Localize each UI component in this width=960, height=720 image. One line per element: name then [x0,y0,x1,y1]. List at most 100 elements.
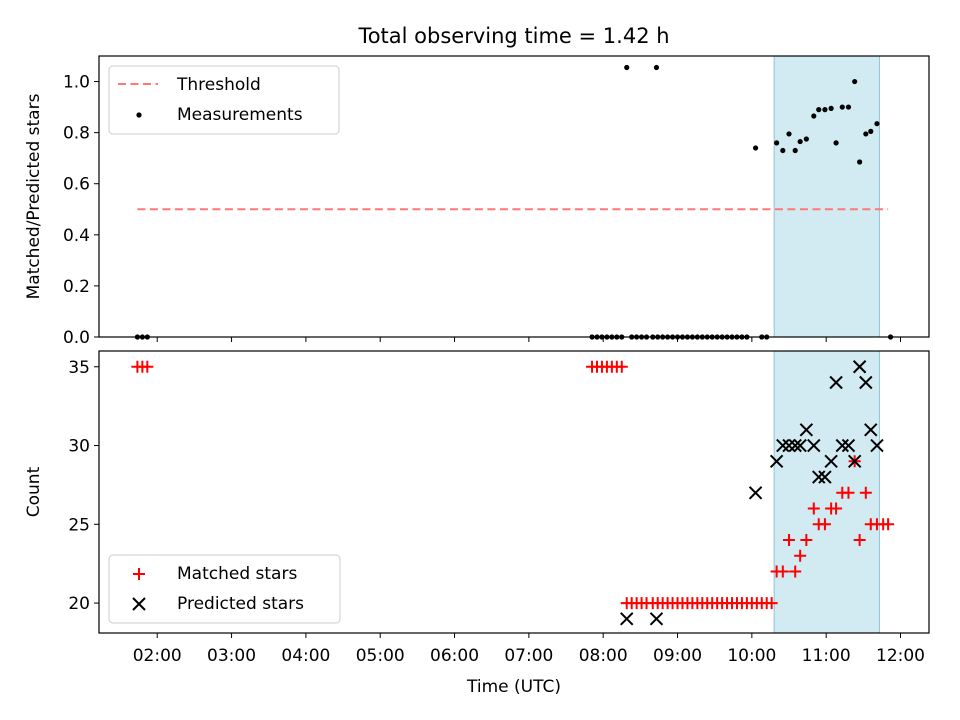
measurement-point [863,131,869,137]
measurement-point [868,128,874,134]
predicted-star-point [852,360,867,374]
predicted-star-point [818,470,832,484]
predicted-star-point [776,438,790,453]
measurement-point [752,145,759,151]
predicted-star-point [807,438,821,453]
matched-star-point [794,549,807,562]
legend-label: Threshold [176,75,261,95]
predicted-star-point [799,423,814,437]
predicted-star-point [824,454,838,468]
measurement-point [653,64,660,71]
legend-label: Measurements [177,105,303,125]
measurement-point [774,140,780,146]
predicted-star-point [859,375,873,390]
y-tick-label: 25 [68,515,90,535]
matched-star-point [776,565,789,578]
legend-label: Predicted stars [177,594,304,614]
legend-label: Matched stars [177,564,297,584]
predicted-star-point [864,423,878,437]
measurement-point [845,104,852,110]
measurement-point [797,138,803,145]
top-panel: 0.0 0.2 0.4 0.6 0.8 1.0 Matched/Predicted star… [24,55,930,348]
measurement-point [822,107,828,113]
x-tick-label: 02:00 [133,646,182,666]
y-axis-label: Count [24,466,44,517]
x-tick-label: 12:00 [876,646,925,666]
predicted-star-point [788,438,802,453]
measurement-point [874,121,880,127]
measurement-point [833,140,839,146]
x-tick-label: 03:00 [207,646,256,666]
measurement-point [816,107,822,113]
measurement-point [803,136,809,142]
series-plus [131,360,895,610]
matched-star-point [615,360,628,373]
measurement-point [780,147,786,154]
x-tick-label: 04:00 [281,646,330,666]
bottom-panel: 20 25 30 35 02:00 03:00 04:00 05:00 06:00 07:00 08… [24,350,930,697]
matched-star-point [842,486,855,499]
y-axis-label: Matched/Predicted stars [24,93,44,299]
x-axis-label: Time (UTC) [466,677,561,697]
matched-star-point [783,534,796,547]
series-x [620,360,884,626]
x-tick-label: 10:00 [727,646,776,666]
predicted-star-point [620,612,634,626]
legend: Threshold Measurements [108,65,340,135]
y-tick-label: 0.6 [63,175,90,195]
x-tick-label: 08:00 [579,646,628,666]
measurement-point [624,64,630,71]
predicted-star-point [782,438,796,453]
axes-frame [98,350,930,634]
measurement-point [839,104,845,110]
chart-title: Total observing time = 1.42 h [357,24,669,48]
matched-star-point [818,518,831,531]
y-tick-label: 0.2 [63,277,90,297]
y-tick-label: 35 [68,358,90,378]
axes-frame [98,55,930,338]
predicted-star-point [793,438,807,453]
matched-star-point [853,534,866,547]
predicted-star-point [769,454,784,468]
legend-dot-swatch [136,112,142,118]
y-tick-label: 0.4 [63,226,90,246]
matched-star-point [807,502,820,515]
predicted-star-point [748,486,763,500]
matched-star-point [800,534,813,547]
predicted-star-point [870,438,884,453]
x-tick-label: 05:00 [356,646,405,666]
measurement-point [786,131,792,137]
predicted-star-point [847,454,862,468]
legend: Matched stars Predicted stars [108,554,341,624]
y-tick-label: 20 [68,594,90,614]
measurement-point [857,159,863,165]
matched-star-point [830,502,843,515]
y-tick-label: 30 [68,437,90,457]
x-tick-label: 06:00 [430,646,479,666]
measurement-point [811,113,817,119]
predicted-star-point [812,470,826,484]
legend-plus-swatch [133,568,145,580]
predicted-star-point [835,438,849,453]
predicted-star-point [829,375,843,390]
measurement-point [852,78,858,85]
x-tick-label: 09:00 [653,646,702,666]
measurement-point [792,147,798,154]
y-tick-label: 1.0 [63,73,90,93]
predicted-star-point [841,438,856,453]
matched-star-point [859,486,872,499]
legend-box [108,554,341,624]
shaded-interval [773,55,880,338]
measurement-point [828,105,834,111]
x-tick-label: 11:00 [802,646,851,666]
matched-star-point [789,565,802,578]
legend-box [108,65,340,135]
predicted-star-point [649,612,664,626]
legend-x-swatch [132,597,146,611]
matched-star-point [882,518,895,531]
matched-star-point [765,597,778,610]
x-tick-label: 07:00 [504,646,553,666]
y-tick-label: 0.0 [63,328,90,348]
matched-star-point [141,360,154,373]
